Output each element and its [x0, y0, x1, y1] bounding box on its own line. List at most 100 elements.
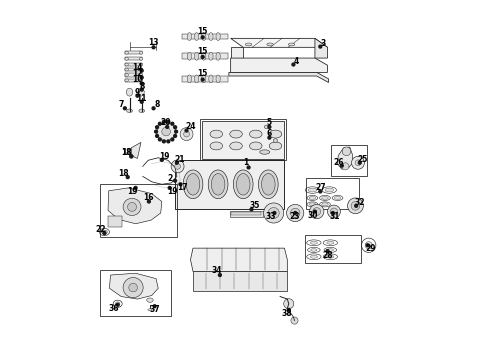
Bar: [305, 234, 361, 263]
Text: 11: 11: [137, 94, 147, 103]
Ellipse shape: [125, 51, 128, 54]
Circle shape: [314, 210, 317, 213]
Circle shape: [355, 204, 358, 207]
Ellipse shape: [209, 33, 213, 41]
Circle shape: [313, 208, 320, 216]
Circle shape: [268, 136, 271, 139]
Ellipse shape: [269, 130, 282, 138]
Circle shape: [173, 179, 176, 182]
Text: 25: 25: [357, 155, 368, 164]
Bar: [331, 145, 367, 176]
Circle shape: [358, 161, 361, 164]
Ellipse shape: [183, 170, 203, 199]
Ellipse shape: [139, 109, 145, 113]
Circle shape: [157, 122, 175, 141]
Ellipse shape: [148, 309, 152, 311]
Bar: [230, 211, 263, 217]
Ellipse shape: [139, 73, 143, 76]
Ellipse shape: [249, 142, 262, 150]
Circle shape: [341, 164, 343, 167]
Circle shape: [152, 46, 155, 49]
Ellipse shape: [209, 52, 213, 60]
Circle shape: [126, 176, 129, 179]
Ellipse shape: [216, 33, 220, 41]
Circle shape: [153, 305, 156, 308]
Circle shape: [342, 147, 351, 156]
Bar: [306, 178, 359, 209]
Ellipse shape: [310, 241, 318, 244]
Bar: [108, 216, 122, 226]
Ellipse shape: [216, 52, 220, 60]
Circle shape: [140, 100, 143, 103]
Ellipse shape: [195, 75, 199, 83]
Circle shape: [130, 155, 133, 158]
Ellipse shape: [186, 174, 200, 195]
Circle shape: [179, 183, 182, 186]
Ellipse shape: [245, 43, 252, 46]
Circle shape: [219, 274, 221, 276]
Ellipse shape: [210, 142, 222, 150]
Ellipse shape: [289, 43, 295, 46]
Text: 26: 26: [334, 158, 344, 167]
Ellipse shape: [139, 79, 143, 82]
Ellipse shape: [187, 75, 192, 83]
Circle shape: [175, 130, 177, 133]
Ellipse shape: [139, 51, 143, 54]
Circle shape: [166, 126, 169, 129]
Text: 19: 19: [159, 152, 170, 161]
Bar: [200, 119, 286, 160]
Ellipse shape: [125, 63, 128, 66]
Text: 27: 27: [316, 183, 326, 192]
Circle shape: [291, 208, 300, 218]
Circle shape: [171, 122, 174, 125]
Circle shape: [130, 155, 133, 158]
Text: 22: 22: [96, 225, 106, 234]
Ellipse shape: [322, 197, 328, 199]
Circle shape: [162, 127, 171, 136]
Text: 28: 28: [322, 251, 333, 260]
Polygon shape: [229, 72, 329, 82]
Ellipse shape: [208, 170, 228, 199]
Circle shape: [147, 200, 150, 203]
Text: 18: 18: [122, 148, 132, 157]
Text: 15: 15: [197, 27, 208, 36]
Circle shape: [155, 130, 157, 133]
Circle shape: [268, 207, 279, 219]
Circle shape: [174, 135, 176, 138]
Ellipse shape: [195, 52, 199, 60]
Bar: [125, 68, 143, 71]
Circle shape: [129, 283, 137, 292]
Bar: [182, 53, 228, 59]
Polygon shape: [193, 271, 287, 291]
Circle shape: [175, 163, 180, 169]
Text: 5: 5: [267, 118, 272, 127]
Circle shape: [163, 140, 165, 143]
Circle shape: [140, 76, 143, 79]
Circle shape: [158, 138, 161, 141]
Circle shape: [167, 120, 170, 123]
Text: 12: 12: [132, 69, 143, 78]
Polygon shape: [131, 142, 141, 158]
Ellipse shape: [187, 52, 192, 60]
Text: 30: 30: [307, 211, 318, 220]
Circle shape: [140, 82, 143, 85]
Ellipse shape: [265, 125, 269, 129]
Circle shape: [319, 190, 322, 193]
Circle shape: [103, 231, 106, 234]
Circle shape: [201, 78, 204, 81]
Text: 4: 4: [294, 57, 299, 66]
Ellipse shape: [311, 249, 317, 251]
Circle shape: [247, 166, 250, 169]
Ellipse shape: [116, 302, 120, 306]
Ellipse shape: [269, 142, 282, 150]
Ellipse shape: [210, 130, 222, 138]
Polygon shape: [191, 248, 287, 271]
Ellipse shape: [249, 130, 262, 138]
Circle shape: [268, 126, 271, 129]
Circle shape: [310, 204, 324, 219]
Text: 13: 13: [148, 38, 159, 47]
Ellipse shape: [230, 142, 243, 150]
Text: 14: 14: [132, 63, 143, 72]
Bar: [100, 184, 177, 237]
Circle shape: [319, 45, 322, 48]
